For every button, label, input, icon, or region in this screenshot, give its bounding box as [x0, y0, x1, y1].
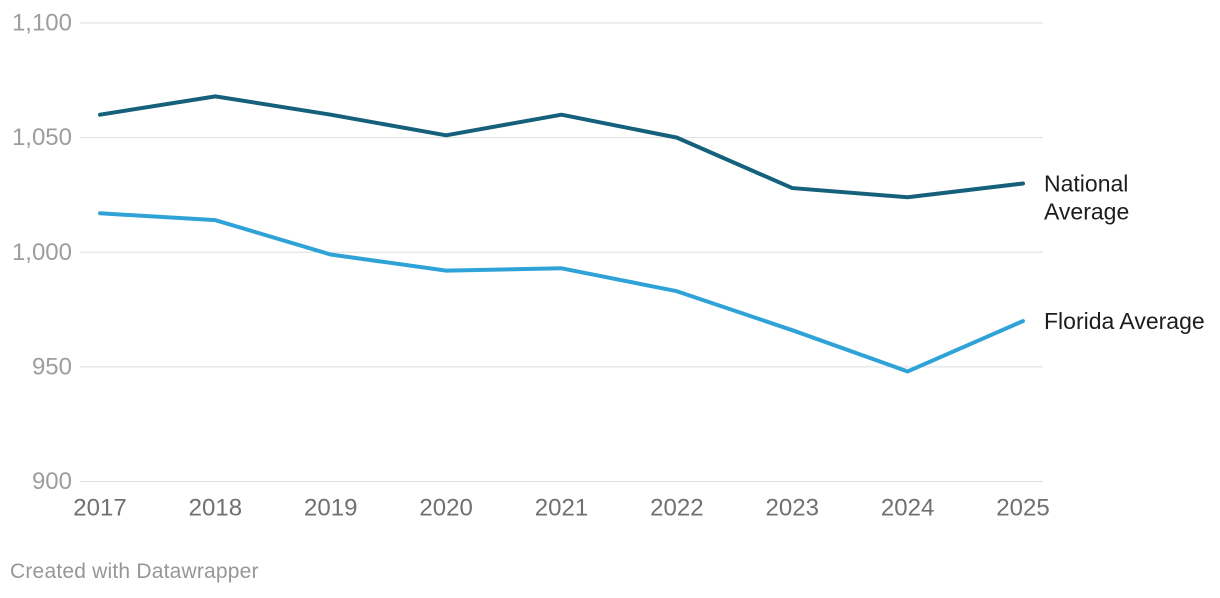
series-lines	[98, 94, 1025, 374]
x-tick-label: 2022	[650, 495, 703, 522]
florida-average-line	[98, 211, 1025, 374]
x-tick-label: 2021	[535, 495, 588, 522]
national-average-label: Average	[1044, 198, 1129, 224]
x-tick-label: 2023	[766, 495, 819, 522]
x-tick-label: 2019	[304, 495, 357, 522]
y-tick-label: 950	[32, 353, 72, 380]
national-average-line	[98, 94, 1025, 200]
x-tick-label: 2025	[996, 495, 1049, 522]
y-axis-tick-labels: 1,100 1,050 1,000 950 900	[12, 10, 72, 496]
y-tick-label: 1,050	[12, 124, 72, 151]
y-tick-label: 1,000	[12, 239, 72, 266]
x-tick-label: 2017	[73, 495, 126, 522]
y-tick-label: 900	[32, 468, 72, 495]
gridlines	[80, 22, 1043, 482]
florida-average-label: Florida Average	[1044, 308, 1205, 334]
x-tick-label: 2024	[881, 495, 934, 522]
national-average-label: National	[1044, 170, 1128, 196]
x-tick-label: 2020	[419, 495, 472, 522]
y-tick-label: 1,100	[12, 10, 72, 37]
x-axis-tick-labels: 2017 2018 2019 2020 2021 2022 2023 2024 2025	[73, 495, 1049, 522]
datawrapper-credit-link[interactable]: Created with Datawrapper	[10, 560, 259, 583]
x-tick-label: 2018	[189, 495, 242, 522]
